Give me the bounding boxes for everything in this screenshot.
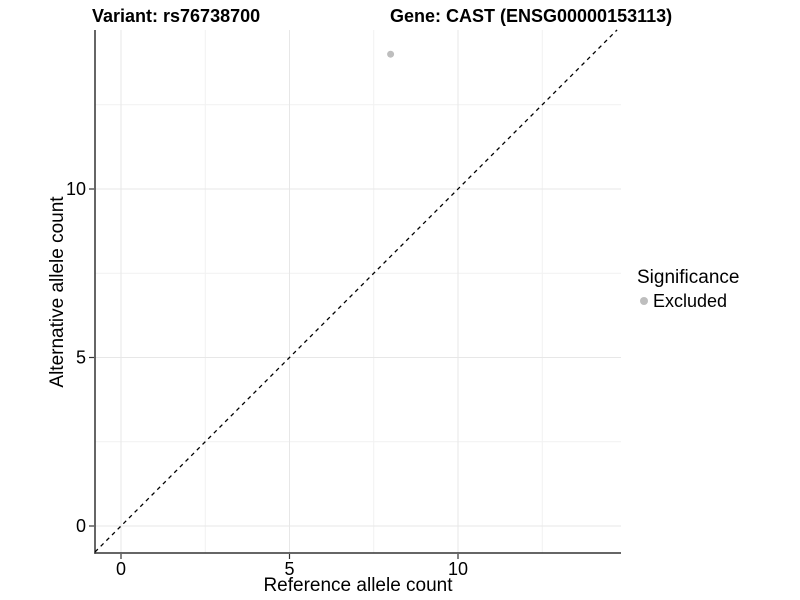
x-axis-title: Reference allele count xyxy=(263,575,453,596)
x-tick-label: 0 xyxy=(116,559,126,579)
identity-line xyxy=(94,29,618,553)
y-tick-label: 5 xyxy=(76,348,86,368)
excluded-point-icon xyxy=(640,297,648,305)
y-tick-label: 0 xyxy=(76,516,86,536)
x-tick-label: 10 xyxy=(448,559,468,579)
data-point xyxy=(387,50,395,58)
gene-title: Gene: CAST (ENSG00000153113) xyxy=(390,6,673,26)
x-tick-label: 5 xyxy=(284,559,294,579)
legend-item-excluded: Excluded xyxy=(637,291,739,311)
y-tick-label: 10 xyxy=(66,179,86,199)
legend-item-label: Excluded xyxy=(653,291,728,311)
legend-title: Significance xyxy=(637,267,740,288)
variant-title: Variant: rs76738700 xyxy=(92,6,261,26)
legend: Significance Excluded xyxy=(637,266,739,311)
